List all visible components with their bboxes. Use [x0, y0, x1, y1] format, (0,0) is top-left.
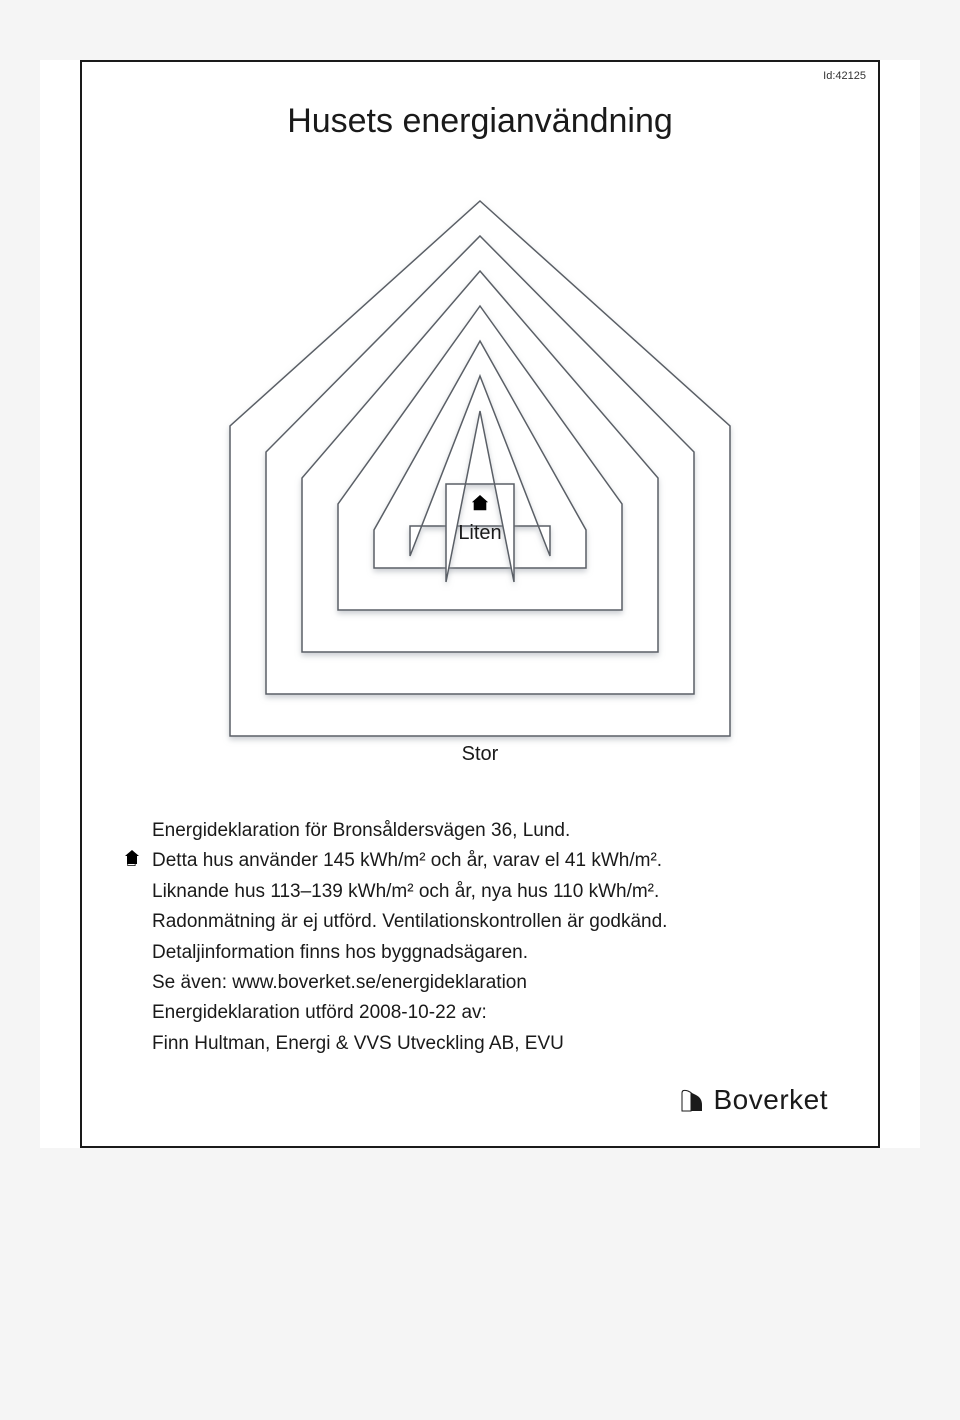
- text-line-1: Energideklaration för Bronsåldersvägen 3…: [152, 816, 828, 846]
- svg-text:Liten: Liten: [458, 522, 501, 544]
- svg-text:Stor: Stor: [462, 743, 499, 765]
- boverket-logo-icon: [678, 1085, 708, 1115]
- boverket-logo-text: Boverket: [714, 1084, 829, 1116]
- declaration-text: Energideklaration för Bronsåldersvägen 3…: [152, 816, 828, 1059]
- page-title: Husets energianvändning: [122, 102, 838, 141]
- text-line-7: Energideklaration utförd 2008-10-22 av:: [152, 998, 828, 1028]
- logo-row: Boverket: [122, 1084, 828, 1116]
- house-marker-icon: [124, 849, 140, 865]
- text-line-6: Se även: www.boverket.se/energideklarati…: [152, 968, 828, 998]
- text-line-8: Finn Hultman, Energi & VVS Utveckling AB…: [152, 1029, 828, 1059]
- text-line-5: Detaljinformation finns hos byggnadsägar…: [152, 938, 828, 968]
- document-frame: Id:42125 Husets energianvändning Liten St…: [80, 60, 880, 1148]
- id-label: Id:42125: [823, 70, 866, 82]
- text-line-2-content: Detta hus använder 145 kWh/m² och år, va…: [152, 850, 662, 871]
- text-line-3: Liknande hus 113–139 kWh/m² och år, nya …: [152, 877, 828, 907]
- energy-house-diagram: Liten Stor: [122, 171, 838, 776]
- text-line-2: Detta hus använder 145 kWh/m² och år, va…: [152, 846, 828, 876]
- nested-houses-svg: Liten Stor: [220, 171, 740, 776]
- page: Id:42125 Husets energianvändning Liten St…: [40, 60, 920, 1148]
- text-line-4: Radonmätning är ej utförd. Ventilationsk…: [152, 907, 828, 937]
